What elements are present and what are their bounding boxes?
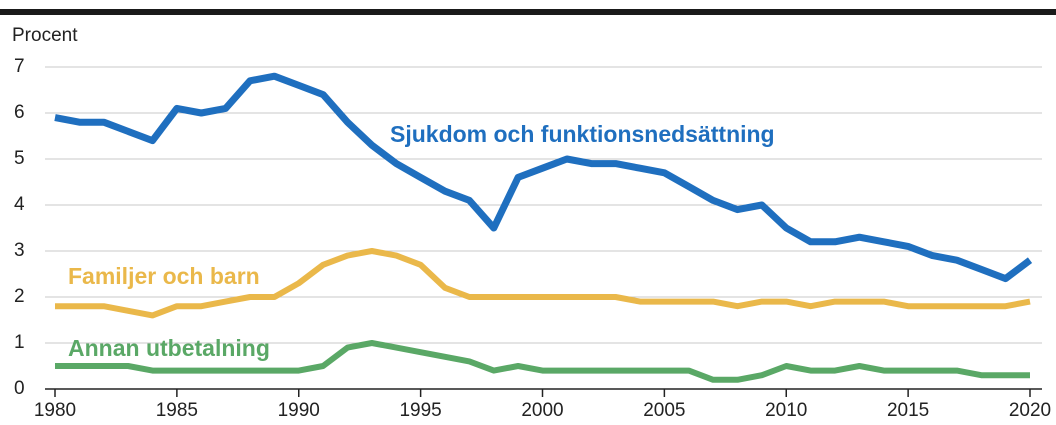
x-tick-label: 1985: [156, 400, 198, 421]
x-tick-label: 2010: [765, 400, 807, 421]
x-tick-label: 1980: [34, 400, 76, 421]
y-tick-label: 4: [14, 194, 25, 215]
series-line: [55, 248, 1031, 319]
y-tick-label: 0: [14, 378, 25, 399]
x-tick-label: 2020: [1009, 400, 1051, 421]
x-tick-label: 2005: [643, 400, 685, 421]
y-tick-label: 7: [14, 56, 25, 77]
x-tick-label: 2015: [887, 400, 929, 421]
top-rule: [0, 9, 1056, 15]
series-line: [55, 340, 1030, 383]
x-tick-label: 1995: [399, 400, 441, 421]
series-line: [54, 72, 1033, 283]
series-label: Familjer och barn: [68, 263, 260, 289]
y-axis-label: Procent: [12, 25, 78, 46]
series-label: Annan utbetalning: [68, 335, 270, 361]
x-tick-label: 1990: [278, 400, 320, 421]
y-tick-label: 5: [14, 148, 25, 169]
x-tick-label: 2000: [521, 400, 563, 421]
y-tick-label: 3: [14, 240, 25, 261]
y-tick-label: 2: [14, 286, 25, 307]
y-tick-label: 1: [14, 332, 25, 353]
series-label: Sjukdom och funktionsnedsättning: [390, 121, 775, 147]
y-tick-label: 6: [14, 102, 25, 123]
